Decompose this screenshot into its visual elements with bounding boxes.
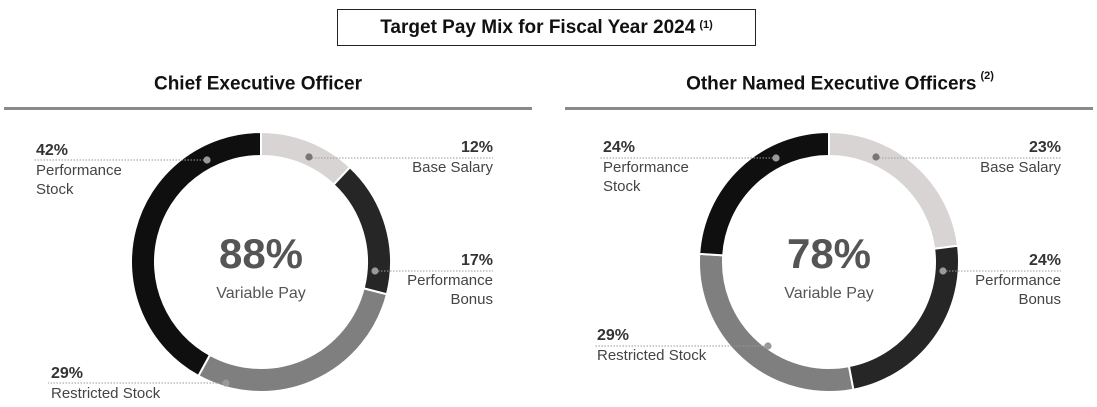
ceo-label-base-salary-dot bbox=[305, 153, 313, 161]
ceo-label-base-salary-value: 12% bbox=[461, 139, 493, 156]
neo-label-restricted-stock-text: Restricted Stock bbox=[597, 347, 707, 364]
neo-panel-title: Other Named Executive Officers (2) bbox=[600, 70, 1080, 95]
neo-center-value: 78% bbox=[787, 230, 871, 277]
ceo-title-rule bbox=[4, 107, 532, 110]
ceo-label-restricted-stock-dot bbox=[222, 379, 230, 387]
neo-donut: 78% Variable Pay 23% Base Salary 24% Performa… bbox=[594, 130, 1061, 393]
neo-center-label: Variable Pay bbox=[784, 285, 874, 302]
ceo-label-restricted-stock: 29% Restricted Stock bbox=[48, 365, 230, 402]
neo-label-performance-stock-text: Performance bbox=[603, 159, 689, 176]
neo-label-performance-bonus-text: Performance bbox=[975, 272, 1061, 289]
ceo-label-base-salary: 12% Base Salary bbox=[305, 139, 493, 176]
main-title-footnote: (1) bbox=[699, 18, 713, 31]
ceo-label-restricted-stock-text: Restricted Stock bbox=[51, 385, 161, 402]
neo-panel-title-text: Other Named Executive Officers bbox=[686, 73, 977, 95]
neo-panel-title-footnote: (2) bbox=[980, 70, 994, 82]
ceo-label-base-salary-text: Base Salary bbox=[412, 159, 493, 176]
neo-label-base-salary: 23% Base Salary bbox=[872, 139, 1061, 176]
neo-title-rule bbox=[565, 107, 1093, 110]
ceo-label-performance-stock-dot bbox=[203, 156, 211, 164]
ceo-label-performance-stock-text: Performance bbox=[36, 162, 122, 179]
ceo-panel-title: Chief Executive Officer bbox=[60, 73, 460, 95]
ceo-slice-performance-bonus bbox=[332, 165, 392, 296]
ceo-label-performance-bonus-text: Bonus bbox=[450, 291, 493, 308]
neo-label-performance-bonus-text: Bonus bbox=[1018, 291, 1061, 308]
main-title-text: Target Pay Mix for Fiscal Year 2024 bbox=[380, 16, 696, 38]
neo-label-restricted-stock-value: 29% bbox=[597, 327, 629, 344]
neo-label-performance-stock-dot bbox=[772, 154, 780, 162]
ceo-center-value: 88% bbox=[219, 230, 303, 277]
neo-label-restricted-stock: 29% Restricted Stock bbox=[594, 327, 772, 364]
neo-label-restricted-stock-dot bbox=[764, 342, 772, 350]
ceo-label-performance-stock-value: 42% bbox=[36, 142, 68, 159]
neo-label-base-salary-text: Base Salary bbox=[980, 159, 1061, 176]
neo-slice-performance-stock bbox=[698, 130, 830, 257]
ceo-label-performance-bonus: 17% Performance Bonus bbox=[371, 252, 493, 308]
neo-label-performance-bonus-value: 24% bbox=[1029, 252, 1061, 269]
ceo-slice-performance-stock bbox=[130, 130, 262, 378]
neo-label-base-salary-dot bbox=[872, 153, 880, 161]
neo-label-performance-bonus: 24% Performance Bonus bbox=[939, 252, 1061, 308]
neo-label-base-salary-value: 23% bbox=[1029, 139, 1061, 156]
ceo-center-label: Variable Pay bbox=[216, 285, 306, 302]
ceo-label-restricted-stock-value: 29% bbox=[51, 365, 83, 382]
ceo-label-performance-bonus-dot bbox=[371, 267, 379, 275]
main-title: Target Pay Mix for Fiscal Year 2024 (1) bbox=[337, 9, 756, 46]
neo-label-performance-stock: 24% Performance Stock bbox=[600, 139, 780, 195]
ceo-donut: 88% Variable Pay 12% Base Salary 17% Performa… bbox=[33, 130, 493, 402]
ceo-slice-restricted-stock bbox=[197, 287, 389, 393]
neo-label-performance-bonus-dot bbox=[939, 267, 947, 275]
ceo-label-performance-stock-text: Stock bbox=[36, 181, 74, 198]
ceo-panel-title-text: Chief Executive Officer bbox=[153, 73, 363, 95]
neo-label-performance-stock-value: 24% bbox=[603, 139, 635, 156]
ceo-label-performance-stock: 42% Performance Stock bbox=[33, 142, 211, 198]
ceo-label-performance-bonus-text: Performance bbox=[407, 272, 493, 289]
neo-label-performance-stock-text: Stock bbox=[603, 178, 641, 195]
ceo-label-performance-bonus-value: 17% bbox=[461, 252, 493, 269]
